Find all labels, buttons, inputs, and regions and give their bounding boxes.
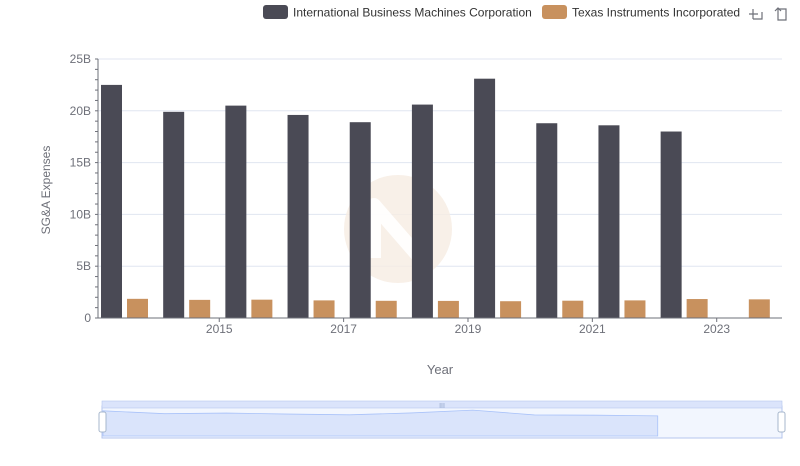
x-tick-label: 2017 xyxy=(330,322,357,336)
y-tick-label: 25B xyxy=(70,52,91,66)
bar-ti-2021[interactable] xyxy=(562,300,584,318)
bar-ti-2024[interactable] xyxy=(748,299,770,318)
slider-handle-right[interactable] xyxy=(777,411,786,433)
legend-swatch-ibm xyxy=(263,5,288,19)
bar-ibm-2015[interactable] xyxy=(163,111,185,318)
bar-ti-2019[interactable] xyxy=(437,300,459,318)
y-tick-label: 10B xyxy=(70,207,91,221)
y-tick-label: 15B xyxy=(70,156,91,170)
bar-ibm-2019[interactable] xyxy=(411,104,433,318)
zoom-icon[interactable] xyxy=(749,9,763,20)
bar-ti-2015[interactable] xyxy=(189,299,211,318)
bar-ibm-2022[interactable] xyxy=(598,125,620,318)
toolbox xyxy=(749,7,787,21)
legend-label-ti: Texas Instruments Incorporated xyxy=(572,6,740,20)
bar-ti-2022[interactable] xyxy=(624,300,646,318)
y-axis-title: SG&A Expenses xyxy=(39,146,53,235)
legend-item-ti[interactable]: Texas Instruments Incorporated xyxy=(542,5,740,20)
legend: International Business Machines Corporat… xyxy=(263,5,740,20)
slider-selected-range xyxy=(101,405,783,439)
bar-ti-2023[interactable] xyxy=(686,299,708,318)
bar-ibm-2023[interactable] xyxy=(660,131,682,318)
bar-ibm-2017[interactable] xyxy=(287,114,309,318)
x-tick-label: 2019 xyxy=(455,322,482,336)
y-tick-label: 0 xyxy=(84,311,91,325)
slider-grip-icon[interactable]: III xyxy=(439,403,445,410)
x-tick-label: 2015 xyxy=(206,322,233,336)
bar-ibm-2021[interactable] xyxy=(536,123,558,319)
bar-ibm-2020[interactable] xyxy=(474,78,496,319)
legend-label-ibm: International Business Machines Corporat… xyxy=(293,6,532,20)
bar-ibm-2016[interactable] xyxy=(225,105,247,319)
slider-handle-left[interactable] xyxy=(98,411,107,433)
x-tick-label: 2021 xyxy=(579,322,606,336)
y-tick-label: 5B xyxy=(76,259,91,273)
bar-ibm-2014[interactable] xyxy=(101,84,122,319)
bar-ti-2018[interactable] xyxy=(375,300,397,318)
x-tick-label: 2023 xyxy=(703,322,730,336)
bars-layer xyxy=(101,78,770,319)
legend-swatch-ti xyxy=(542,5,567,19)
axis-layer: 0 5B 10B 15B 20B 25B 2015 2017 2019 2021 2023 xyxy=(70,52,782,336)
bar-ti-2014[interactable] xyxy=(127,298,148,318)
bar-ti-2016[interactable] xyxy=(251,299,273,318)
bar-ti-2020[interactable] xyxy=(500,301,522,318)
x-axis-title: Year xyxy=(427,362,454,377)
bar-ti-2017[interactable] xyxy=(313,300,335,318)
legend-item-ibm[interactable]: International Business Machines Corporat… xyxy=(263,5,532,20)
y-tick-label: 20B xyxy=(70,104,91,118)
bar-ibm-2018[interactable] xyxy=(349,122,371,318)
data-zoom-slider[interactable]: III xyxy=(98,400,786,439)
restore-icon[interactable] xyxy=(774,7,787,21)
slider-top-bar[interactable] xyxy=(101,400,783,409)
slider-preview-area xyxy=(102,409,659,437)
